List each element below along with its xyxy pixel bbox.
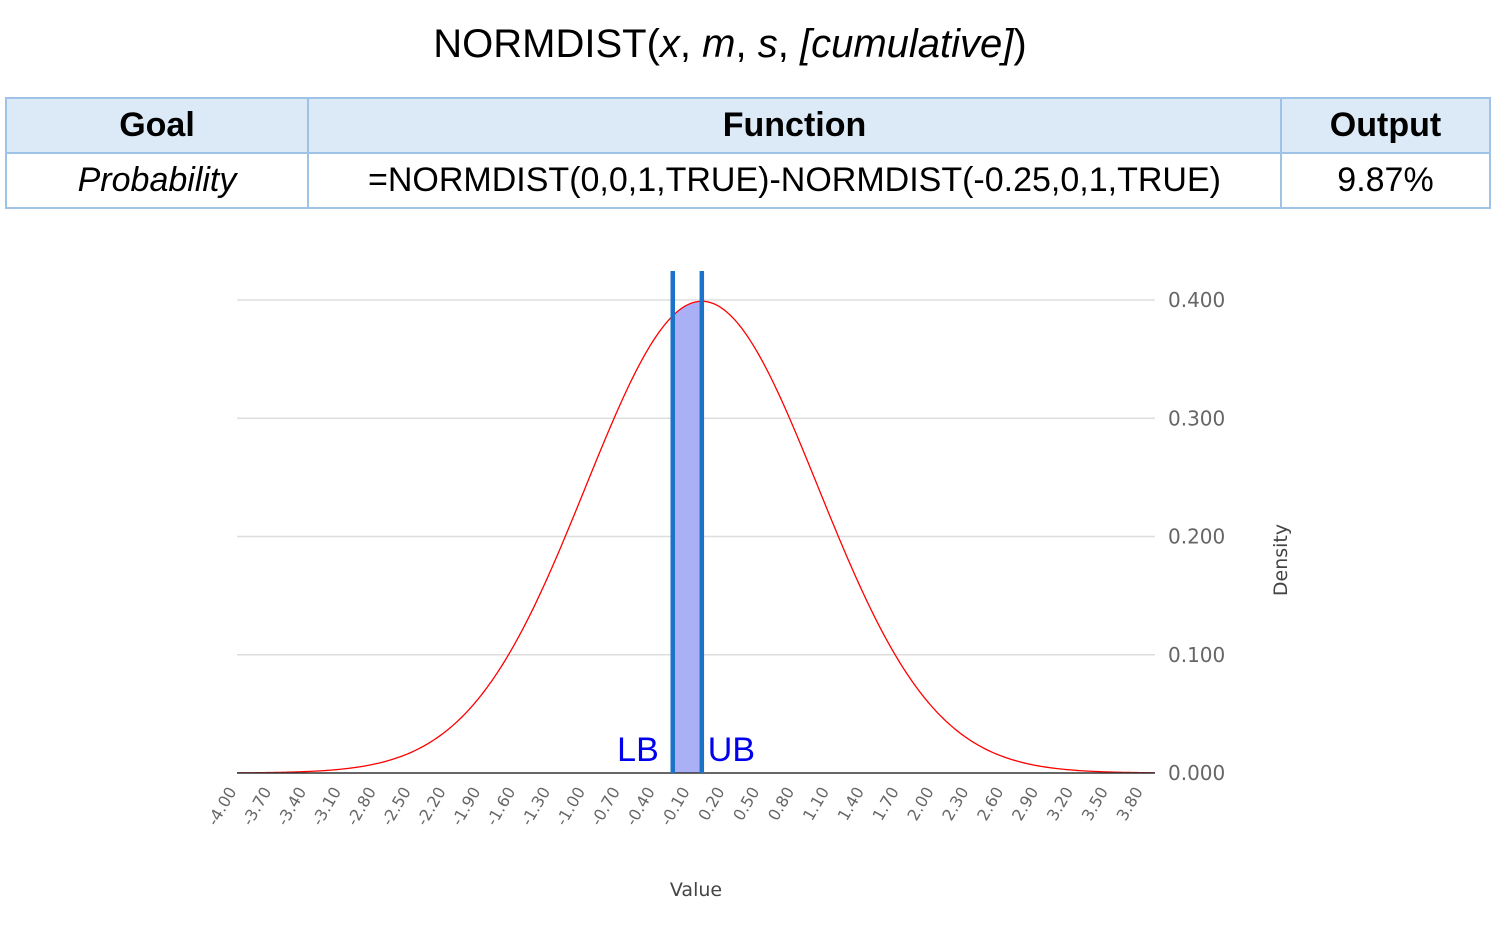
title-sep-2: ,	[735, 22, 758, 66]
shaded-region	[672, 301, 702, 773]
x-tick-label: 2.60	[973, 784, 1007, 824]
y-tick-label: 0.000	[1168, 761, 1225, 785]
x-tick-label: 2.30	[938, 784, 972, 824]
x-tick-label: -1.60	[482, 784, 519, 829]
probability-area	[672, 301, 702, 773]
title-close: )	[1013, 22, 1027, 66]
x-tick-label: 1.10	[799, 784, 833, 824]
bound-label-lb: LB	[617, 731, 659, 769]
title-sep-3: ,	[777, 22, 800, 66]
y-axis-tick-labels: 0.000 0.100 0.200 0.300 0.400	[1168, 288, 1225, 785]
x-tick-label: -2.20	[412, 784, 449, 829]
title-arg-m: m	[702, 22, 736, 66]
x-tick-label: 3.80	[1113, 784, 1147, 824]
x-tick-label: 3.20	[1043, 784, 1077, 824]
density-line	[236, 300, 1156, 774]
title-arg-cumulative: [cumulative]	[799, 22, 1014, 66]
x-tick-label: 1.70	[869, 784, 903, 824]
x-tick-label: -0.10	[656, 784, 693, 829]
header-goal: Goal	[5, 97, 309, 154]
x-tick-label: 2.00	[903, 784, 937, 824]
x-tick-label: 0.80	[764, 784, 798, 824]
x-tick-label: -4.00	[203, 784, 240, 829]
header-output: Output	[1280, 97, 1491, 154]
bound-label-ub: UB	[708, 731, 755, 769]
normal-distribution-chart: 0.000 0.100 0.200 0.300 0.400 LB UB -4.00-3.7…	[203, 271, 1292, 901]
title-arg-s: s	[757, 22, 778, 66]
x-tick-label: 0.50	[729, 784, 763, 824]
cell-function: =NORMDIST(0,0,1,TRUE)-NORMDIST(-0.25,0,1…	[307, 152, 1282, 209]
x-tick-label: -1.00	[552, 784, 589, 829]
title-func: NORMDIST(	[433, 22, 660, 66]
density-curve	[236, 300, 1156, 774]
x-tick-label: 1.40	[834, 784, 868, 824]
x-tick-label: -0.40	[622, 784, 659, 829]
x-tick-label: -1.90	[447, 784, 484, 829]
title-sep-1: ,	[679, 22, 703, 66]
y-tick-label: 0.400	[1168, 288, 1225, 312]
y-tick-label: 0.300	[1168, 406, 1225, 430]
info-table: Goal Function Output Probability =NORMDI…	[5, 97, 1491, 209]
cell-goal: Probability	[5, 152, 309, 209]
header-function: Function	[307, 97, 1282, 154]
title-arg-x: x	[659, 22, 680, 66]
chart-title: NORMDIST(x, m, s, [cumulative])	[0, 22, 1460, 67]
x-tick-label: -3.70	[238, 784, 275, 829]
x-tick-label: 0.20	[694, 784, 728, 824]
x-tick-label: -2.80	[343, 784, 380, 829]
x-tick-label: -3.10	[308, 784, 345, 829]
x-tick-label: -1.30	[517, 784, 554, 829]
x-tick-label: 3.50	[1078, 784, 1112, 824]
table-row: Probability =NORMDIST(0,0,1,TRUE)-NORMDI…	[5, 152, 1491, 209]
x-tick-label: -3.40	[273, 784, 310, 829]
y-tick-label: 0.100	[1168, 643, 1225, 667]
cell-output: 9.87%	[1280, 152, 1491, 209]
x-axis-title: Value	[670, 879, 722, 901]
y-axis-title: Density	[1270, 524, 1292, 596]
y-tick-label: 0.200	[1168, 525, 1225, 549]
table-header-row: Goal Function Output	[5, 97, 1491, 154]
x-axis-tick-labels: -4.00-3.70-3.40-3.10-2.80-2.50-2.20-1.90…	[203, 784, 1147, 829]
bound-lines: LB UB	[617, 271, 755, 773]
x-tick-label: -0.70	[587, 784, 624, 829]
x-tick-label: 2.90	[1008, 784, 1042, 824]
x-tick-label: -2.50	[378, 784, 415, 829]
